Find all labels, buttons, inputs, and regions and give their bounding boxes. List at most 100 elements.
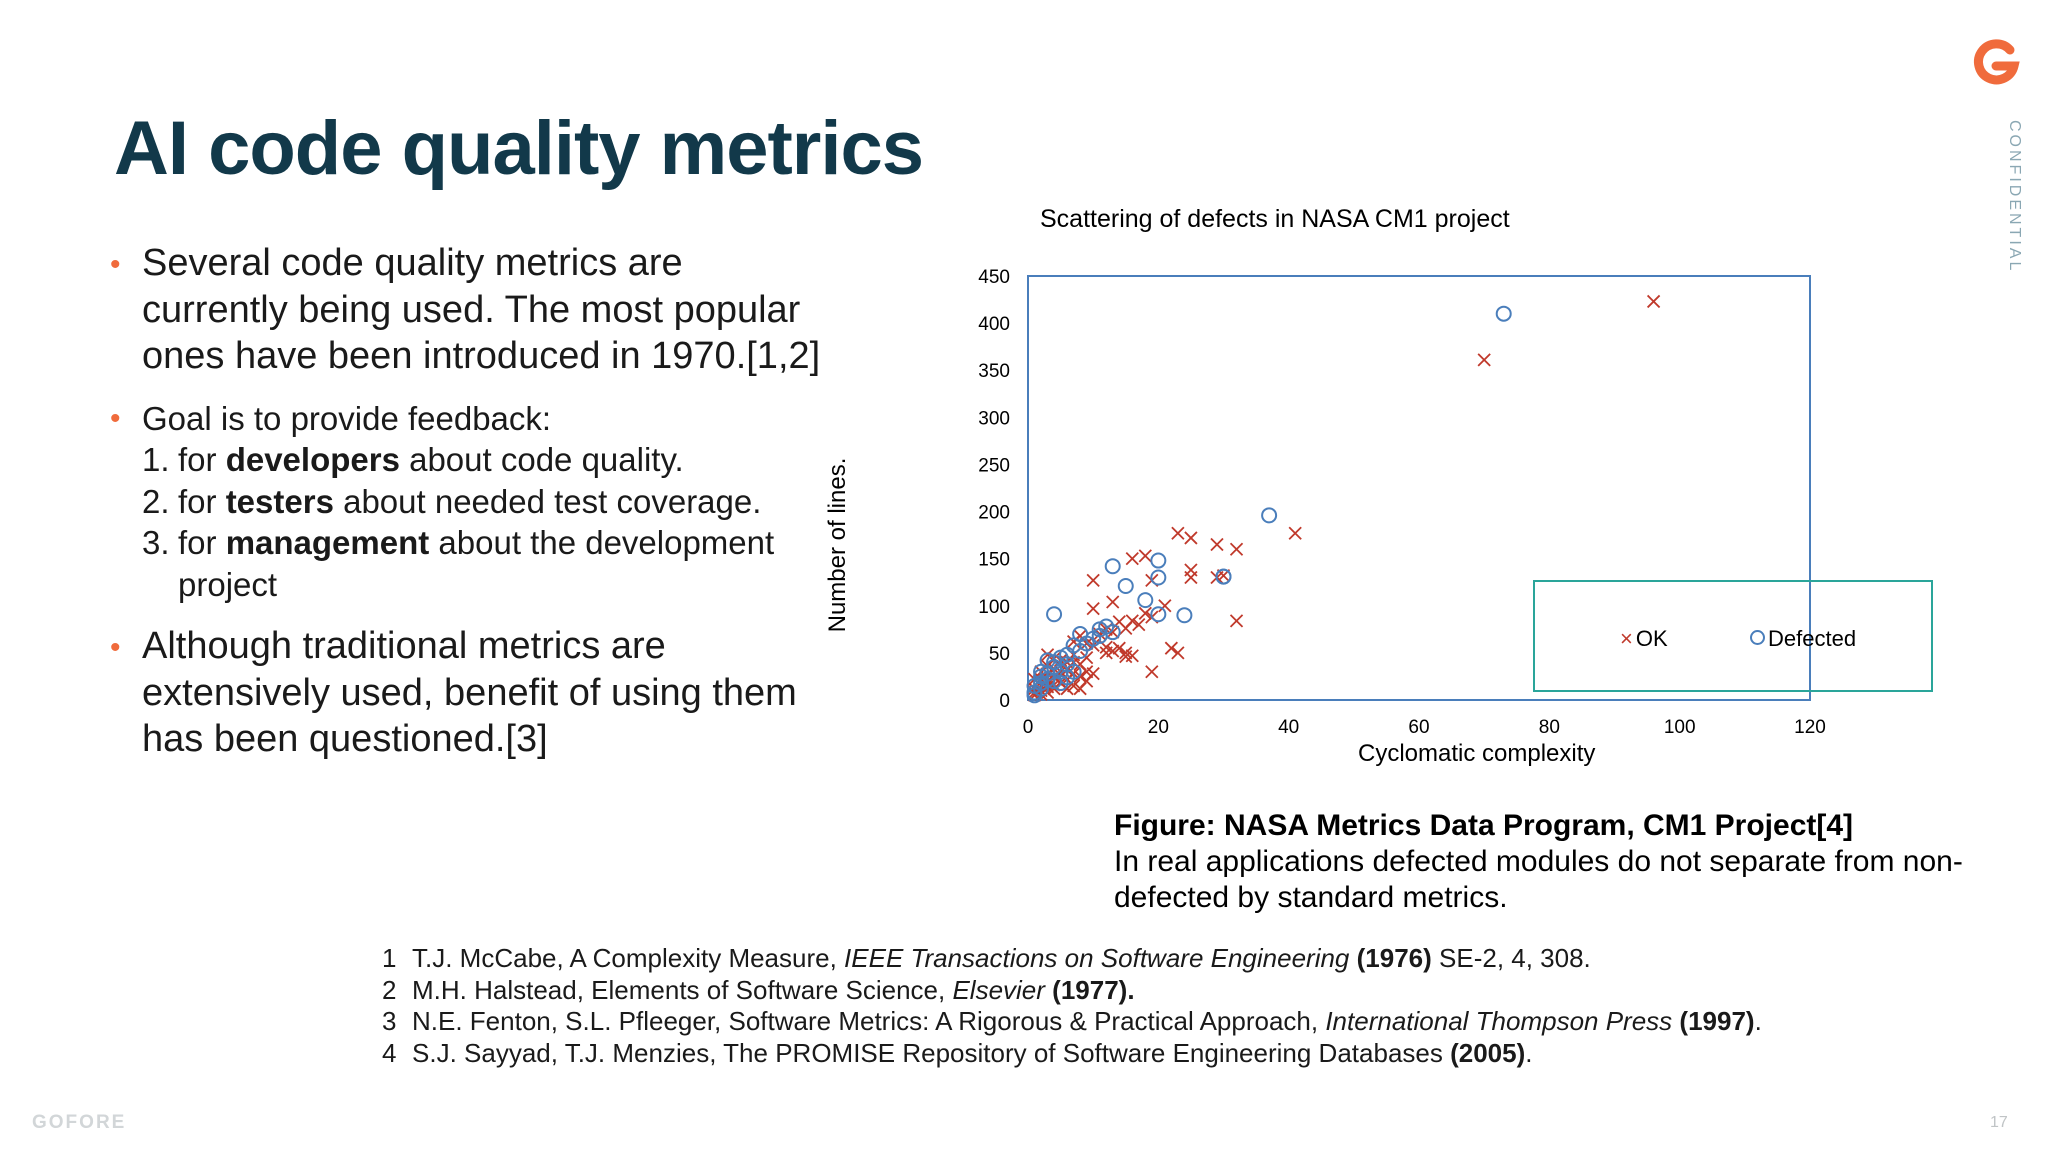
ok-point bbox=[1171, 526, 1185, 540]
sublist-item: 2. for testers about needed test coverage… bbox=[108, 481, 838, 523]
defected-point bbox=[1150, 569, 1167, 586]
bullet-item: • Although traditional metrics are exten… bbox=[108, 623, 838, 763]
defected-point bbox=[1026, 687, 1043, 704]
ok-point bbox=[1119, 646, 1133, 660]
ok-point bbox=[1288, 526, 1302, 540]
defected-point bbox=[1046, 606, 1063, 623]
reference-number: 3 bbox=[382, 1006, 397, 1036]
sublist-text: for bbox=[178, 482, 226, 520]
sublist-text: for bbox=[178, 441, 226, 478]
figure-caption: Figure: NASA Metrics Data Program, CM1 P… bbox=[1114, 808, 1974, 916]
ok-point bbox=[1132, 617, 1146, 632]
plot-area bbox=[1027, 275, 1811, 701]
reference-text: M.H. Halstead, Elements of Software Scie… bbox=[412, 974, 953, 1005]
ok-point bbox=[1477, 353, 1491, 367]
ok-point bbox=[1184, 531, 1198, 545]
defected-point bbox=[1065, 663, 1082, 680]
bullet-list: • Several code quality metrics are curre… bbox=[108, 240, 838, 763]
sublist-text: about the development project bbox=[178, 524, 775, 603]
ok-point bbox=[1229, 614, 1244, 628]
reference-text: . bbox=[1525, 1037, 1533, 1068]
ok-point bbox=[1125, 649, 1139, 663]
x-axis-label: Cyclomatic complexity bbox=[1358, 740, 1596, 767]
reference-item: 4 S.J. Sayyad, T.J. Menzies, The PROMISE … bbox=[382, 1038, 1762, 1070]
reference-text: S.J. Sayyad, T.J. Menzies, The PROMISE R… bbox=[412, 1037, 1451, 1068]
x-tick-label: 40 bbox=[1278, 717, 1299, 738]
y-tick-label: 200 bbox=[978, 503, 1010, 524]
x-tick-label: 100 bbox=[1664, 717, 1696, 738]
y-tick-label: 300 bbox=[978, 408, 1010, 429]
ok-point bbox=[1073, 669, 1087, 684]
bullet-item: • Goal is to provide feedback: bbox=[108, 398, 838, 440]
footer-brand: GOFORE bbox=[32, 1112, 127, 1133]
y-tick-label: 150 bbox=[978, 550, 1010, 571]
ok-point bbox=[1066, 679, 1081, 693]
y-tick-label: 450 bbox=[978, 267, 1010, 288]
defected-point bbox=[1137, 592, 1154, 609]
ok-point bbox=[1040, 648, 1055, 662]
ok-point bbox=[1210, 537, 1224, 552]
reference-number: 2 bbox=[382, 974, 397, 1005]
chart-title: Scattering of defects in NASA CM1 projec… bbox=[1040, 205, 1510, 233]
reference-text: N.E. Fenton, S.L. Pfleeger, Software Met… bbox=[412, 1006, 1326, 1036]
sublist-bold: developers bbox=[225, 441, 400, 478]
defected-point bbox=[1104, 558, 1121, 575]
sublist-bold: testers bbox=[225, 482, 334, 520]
x-tick-label: 0 bbox=[1023, 717, 1034, 738]
bullet-item: • Several code quality metrics are curre… bbox=[108, 240, 838, 380]
reference-text: (1977). bbox=[1052, 974, 1135, 1005]
y-tick-label: 50 bbox=[989, 644, 1010, 665]
reference-text: . bbox=[1754, 1006, 1762, 1036]
defected-point bbox=[1117, 577, 1134, 594]
ok-point bbox=[1138, 606, 1152, 620]
reference-text: (2005) bbox=[1450, 1037, 1526, 1068]
x-tick-label: 120 bbox=[1794, 717, 1826, 738]
reference-text: IEEE Transactions on Software Engineerin… bbox=[844, 943, 1350, 973]
y-tick-label: 350 bbox=[978, 361, 1010, 382]
sublist-text: about needed test coverage. bbox=[333, 482, 762, 520]
reference-item: 1 T.J. McCabe, A Complexity Measure, IEEE… bbox=[382, 943, 1762, 975]
ok-point bbox=[1145, 665, 1159, 679]
sublist-number: 2. bbox=[142, 482, 170, 520]
x-tick-label: 20 bbox=[1148, 717, 1169, 738]
sublist-bold: management bbox=[225, 524, 430, 561]
defected-point bbox=[1261, 507, 1278, 524]
ok-point bbox=[1112, 641, 1126, 655]
ok-point bbox=[1106, 644, 1120, 658]
x-tick-label: 80 bbox=[1539, 717, 1560, 738]
sublist-item: 3. for management about the development p… bbox=[108, 522, 838, 605]
reference-item: 3 N.E. Fenton, S.L. Pfleeger, Software Me… bbox=[382, 1006, 1762, 1038]
reference-number: 4 bbox=[382, 1037, 397, 1068]
ok-point bbox=[1184, 563, 1198, 577]
ok-point bbox=[1106, 625, 1120, 639]
feedback-sublist: 1. for developers about code quality. 2. f… bbox=[108, 439, 838, 605]
reference-item: 2 M.H. Halstead, Elements of Software Sci… bbox=[382, 975, 1762, 1007]
reference-text: (1976) bbox=[1356, 943, 1432, 973]
scatter-chart: 0 50 100 150 200 250 300 350 400 450 0 20 40 60 80 100 1… bbox=[978, 267, 1826, 738]
ok-point bbox=[1086, 601, 1100, 616]
bullet-dot-icon: • bbox=[110, 631, 121, 664]
caption-body: In real applications defected modules do… bbox=[1114, 845, 1963, 914]
legend-item-defected: Defected bbox=[1750, 626, 1856, 652]
reference-number: 1 bbox=[382, 943, 397, 973]
ok-point bbox=[1158, 599, 1172, 613]
ok-point bbox=[1119, 621, 1133, 636]
bullet-text: Several code quality metrics are current… bbox=[142, 242, 821, 377]
x-tick-label: 60 bbox=[1408, 717, 1429, 738]
defected-point bbox=[1033, 663, 1050, 680]
sublist-item: 1. for developers about code quality. bbox=[108, 439, 838, 481]
page-number: 17 bbox=[1990, 1114, 2008, 1131]
chart-legend: × OK Defected bbox=[1533, 580, 1933, 692]
ok-point bbox=[1066, 634, 1081, 649]
y-tick-label: 0 bbox=[999, 691, 1010, 712]
ok-point bbox=[1164, 641, 1179, 655]
confidential-label: CONFIDENTIAL bbox=[2006, 120, 2023, 274]
legend-label: OK bbox=[1635, 626, 1668, 651]
reference-text: T.J. McCabe, A Complexity Measure, bbox=[412, 943, 845, 973]
circle-marker-icon bbox=[1750, 630, 1765, 645]
bullet-dot-icon: • bbox=[110, 248, 121, 281]
ok-point bbox=[1646, 294, 1661, 309]
y-tick-label: 250 bbox=[978, 455, 1010, 476]
defected-point bbox=[1176, 607, 1193, 624]
bullet-text: Goal is to provide feedback: bbox=[142, 399, 552, 437]
